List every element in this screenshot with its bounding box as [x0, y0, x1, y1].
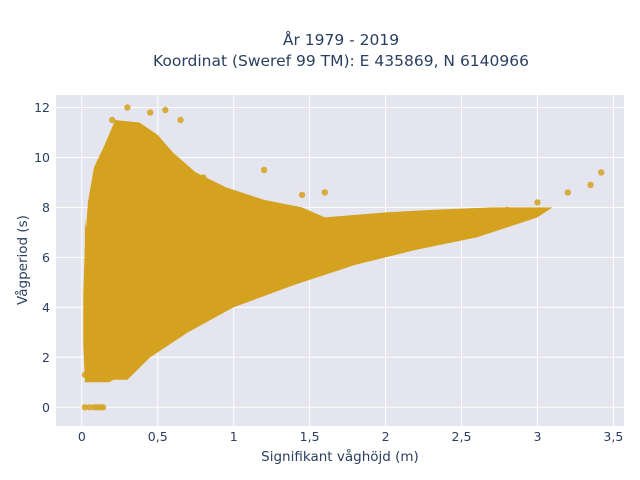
data-point	[154, 204, 161, 211]
point-cloud-region	[83, 120, 553, 380]
data-point	[116, 141, 123, 149]
data-point	[108, 241, 116, 249]
data-point	[154, 304, 161, 311]
data-point	[162, 106, 169, 114]
point-cloud-region	[84, 219, 135, 383]
x-tick-label: 0	[78, 429, 86, 444]
data-point	[200, 266, 207, 274]
data-point	[81, 371, 89, 378]
data-point	[86, 354, 93, 361]
data-point	[177, 116, 184, 124]
point-cloud	[83, 120, 553, 383]
x-tick-label: 3	[533, 429, 541, 444]
data-point	[81, 404, 89, 411]
data-point	[101, 154, 108, 161]
y-tick-label: 12	[34, 100, 50, 115]
data-point	[124, 249, 131, 256]
x-axis-ticks: 0 0,5 1 1,5 2 2,5 3 3,5	[78, 429, 623, 444]
data-point	[598, 169, 605, 176]
data-point	[131, 129, 139, 136]
data-point	[86, 404, 93, 411]
data-point	[124, 339, 131, 346]
data-point	[93, 304, 101, 311]
y-axis-ticks: 0 2 4 6 8 10 12	[34, 100, 50, 415]
y-tick-label: 8	[42, 200, 50, 215]
data-point	[101, 334, 108, 341]
data-point	[230, 216, 237, 224]
data-point	[184, 199, 192, 206]
data-point	[124, 104, 131, 111]
data-point	[351, 231, 359, 239]
data-points	[81, 104, 605, 411]
y-tick-label: 6	[42, 250, 50, 265]
data-point	[108, 291, 116, 299]
data-point	[93, 254, 101, 261]
data-point	[99, 404, 107, 411]
y-tick-label: 10	[34, 150, 50, 165]
y-axis-title: Vågperiod (s)	[14, 215, 31, 305]
data-point	[412, 221, 420, 229]
x-tick-label: 1	[230, 429, 238, 444]
x-tick-label: 3,5	[603, 429, 623, 444]
y-tick-label: 2	[42, 350, 50, 365]
data-point	[108, 116, 116, 124]
y-tick-label: 0	[42, 400, 50, 415]
data-point	[139, 341, 146, 349]
data-point	[534, 199, 541, 206]
data-point	[260, 166, 268, 174]
chart-title-line1: År 1979 - 2019	[283, 30, 399, 49]
chart-title-line2: Koordinat (Sweref 99 TM): E 435869, N 61…	[153, 52, 529, 70]
data-point	[169, 309, 177, 316]
data-point	[298, 191, 306, 199]
data-point	[587, 181, 594, 189]
data-point	[169, 166, 177, 174]
data-point	[154, 254, 161, 261]
data-point	[200, 174, 207, 181]
data-point	[382, 229, 389, 236]
data-point	[108, 179, 116, 186]
x-axis-title: Signifikant våghöjd (m)	[261, 448, 419, 465]
data-point	[93, 369, 101, 376]
data-point	[101, 371, 108, 378]
data-point	[260, 241, 268, 249]
y-tick-label: 4	[42, 300, 50, 315]
data-point	[131, 346, 139, 354]
data-point	[306, 234, 313, 241]
data-point	[124, 191, 131, 199]
data-point	[146, 109, 154, 116]
x-tick-label: 2	[382, 429, 390, 444]
data-point	[146, 149, 154, 156]
data-point	[93, 344, 101, 351]
x-tick-label: 0,5	[148, 429, 168, 444]
data-point	[87, 374, 95, 381]
x-tick-label: 2,5	[452, 429, 472, 444]
data-point	[321, 189, 329, 196]
data-point	[230, 279, 237, 286]
data-point	[93, 204, 101, 211]
data-point	[443, 216, 450, 224]
data-point	[108, 329, 116, 336]
x-tick-label: 1,5	[300, 429, 320, 444]
data-point	[473, 211, 480, 219]
data-point	[564, 189, 572, 196]
data-point	[139, 279, 146, 286]
data-point	[503, 206, 511, 214]
data-point	[124, 289, 131, 296]
data-point	[116, 324, 123, 331]
